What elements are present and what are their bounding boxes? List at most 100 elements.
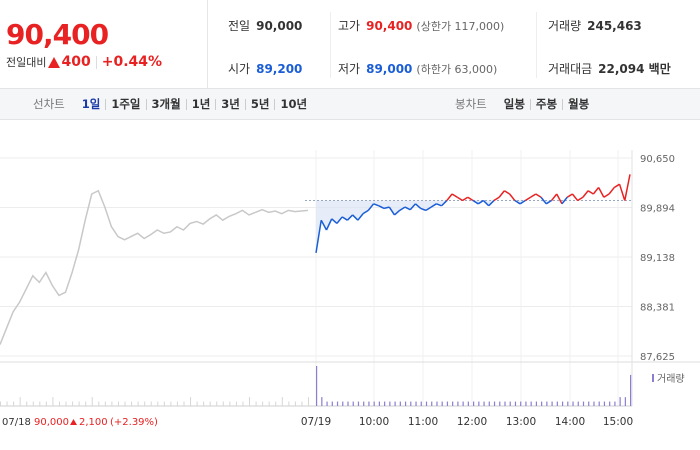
chart-canvas: 90,650 89,894 89,138 88,381 87,625 거래량 07/19 10… [0,150,700,428]
candle-chart-title: 봉차트 [455,97,487,111]
today-price-segment [613,183,620,189]
volume-bar [352,401,354,406]
x-tick-label: 11:00 [408,416,438,428]
volume-bar [446,401,449,406]
tab-daily[interactable]: 일봉 [503,97,525,111]
volume-bar [457,401,459,406]
prev-volume-bar [72,401,74,406]
prev-volume-bar [150,401,152,406]
divider [215,98,217,110]
volume-bar [551,401,553,406]
divider [330,12,331,78]
volume-legend-swatch [652,374,654,382]
tab-3m[interactable]: 3개월 [151,97,181,111]
today-price-segment [540,196,547,205]
tab-5y[interactable]: 5년 [250,97,270,111]
change-percent: +0.44% [101,54,163,70]
tab-1d[interactable]: 1일 [81,97,101,111]
today-price-segment [383,206,390,210]
change-label: 전일대비 [6,56,47,69]
upper-limit: (상한가 117,000) [416,19,505,33]
volume-bar [572,401,574,406]
volume-bar [389,401,391,406]
volume-bar [603,401,606,406]
today-price-segment [320,219,328,231]
prev-volume-bar [190,397,192,406]
intraday-chart: 90,650 89,894 89,138 88,381 87,625 거래량 07/19 10… [0,120,700,450]
today-price-segment [456,196,463,202]
volume-bar [509,401,511,406]
prev-volume-bar [65,401,67,406]
amount-stat: 거래대금 22,094 백만 [548,60,671,77]
prev-volume-bar [170,401,172,406]
today-price-segment [488,200,495,207]
divider [185,98,187,110]
open-label: 시가 [228,62,251,76]
volume-bar [363,401,365,406]
tab-weekly[interactable]: 주봉 [535,97,558,111]
volume-bar [478,401,480,406]
prev-volume-bar [301,401,303,406]
line-chart-tabs: 선차트 1일 1주일 3개월 1년 3년 5년 10년 [33,89,312,119]
today-price-segment [315,220,322,254]
volume-bar [415,401,417,406]
today-price-segment [441,200,448,207]
volume-value: 245,463 [587,18,642,33]
prev-close-value: 90,000 [256,18,303,33]
prev-volume-bar [26,401,28,406]
volume-bar [436,401,438,406]
y-tick-label: 90,650 [640,154,675,165]
volume-bar [384,401,386,406]
volume-bar [452,401,454,406]
today-price-segment [571,193,579,202]
prev-volume-bar [39,401,41,406]
today-price-segment [519,199,526,205]
tab-1y[interactable]: 1년 [191,97,211,111]
tab-3y[interactable]: 3년 [221,97,240,111]
today-price-segment [566,193,573,198]
today-price-segment [477,199,484,205]
prev-day-date: 07/18 [2,417,31,428]
today-price-segment [561,196,568,205]
divider [244,98,246,110]
volume-bar [394,401,396,406]
today-price-segment [577,196,584,202]
prev-volume-bar [268,401,270,406]
prev-volume-bar [249,397,251,406]
today-price-segment [430,203,437,208]
today-price-segment [535,193,542,198]
prev-volume-bar [19,397,21,406]
prev-day-change-pct: (+2.39%) [110,417,158,428]
prev-volume-bar [255,401,257,406]
x-tick-label: 14:00 [555,416,585,428]
tab-1w[interactable]: 1주일 [111,97,141,111]
high-stat: 고가 90,400 (상한가 117,000) [338,17,504,34]
y-tick-label: 88,381 [640,303,675,314]
today-price-segment [409,203,416,211]
volume-bar [567,401,569,406]
today-price-segment [425,206,432,211]
tab-10y[interactable]: 10년 [280,97,308,111]
prev-close-label: 전일 [228,19,251,33]
volume-bar [326,401,328,406]
volume-bar [619,397,621,406]
today-price-segment [420,207,427,212]
tab-monthly[interactable]: 월봉 [568,97,590,111]
volume-bar [410,401,412,406]
x-tick-label: 13:00 [506,416,536,428]
divider [529,98,531,110]
today-price-segment [325,218,333,231]
volume-bar [336,401,339,406]
prev-day-close: 90,000 [34,417,69,428]
today-price-segment [504,190,511,195]
prev-volume-bar [45,401,47,406]
today-price-segment [373,203,380,207]
volume-bar [582,401,585,406]
prev-volume-bar [98,401,100,406]
volume-bar [420,401,422,406]
prev-volume-bar [235,401,237,406]
y-tick-label: 89,138 [640,253,675,264]
prev-volume-bar [209,401,211,406]
volume-bar [493,401,496,406]
high-value: 90,400 [366,18,413,33]
